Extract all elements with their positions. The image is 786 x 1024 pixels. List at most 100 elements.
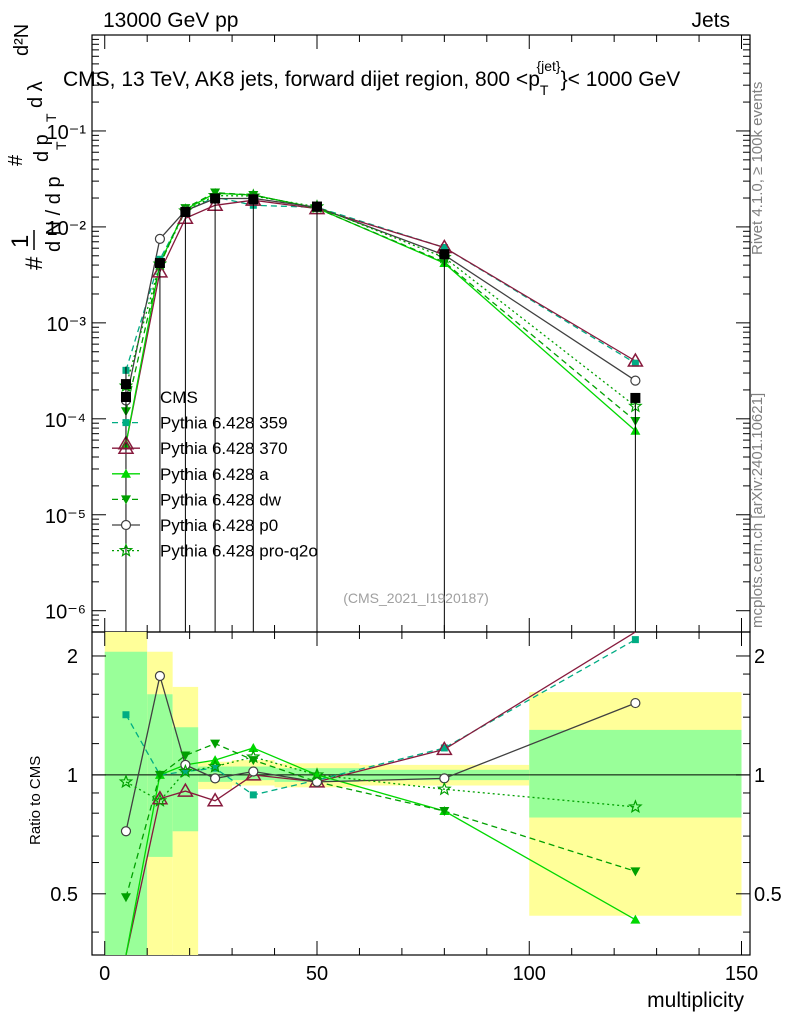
legend-marker-0: [122, 419, 130, 427]
ratio-point-series-1: [436, 740, 453, 756]
ratio-y-tick-label-right: 1: [754, 765, 765, 787]
main-point-series-3: [210, 188, 221, 198]
ratio-point-series-4: [248, 766, 259, 777]
chart-title: CMS, 13 TeV, AK8 jets, forward dijet reg…: [63, 58, 680, 98]
analysis-id: (CMS_2021_I1920187): [343, 590, 489, 606]
ratio-point-series-5: [309, 767, 325, 782]
data-point: [248, 194, 259, 205]
ratio-point-series-1: [206, 792, 224, 807]
svg-text:T: T: [53, 141, 69, 150]
legend-label-0: Pythia 6.428 359: [160, 414, 288, 433]
svg-text:d p: d p: [31, 134, 53, 162]
ratio-point-series-5: [628, 799, 643, 814]
ratio-point-series-0: [631, 636, 639, 644]
ratio-point-series-4: [210, 773, 221, 784]
title-sup: {jet}: [536, 58, 560, 74]
data-point: [120, 379, 131, 390]
data-markers: [117, 187, 644, 924]
main-y-tick-label: 10⁻³: [47, 314, 87, 336]
main-line-series-5: [125, 194, 636, 407]
ratio-point-series-0: [122, 711, 130, 719]
main-line-series-0: [125, 196, 636, 371]
x-axis-label: multiplicity: [647, 989, 744, 1012]
data-point: [630, 392, 641, 403]
data-point: [154, 258, 165, 269]
ratio-line-series-5: [125, 756, 636, 808]
ratio-line-series-1: [125, 631, 636, 956]
ratio-y-tick-label-right: 0.5: [754, 884, 782, 906]
ratio-point-series-5: [207, 758, 223, 773]
svg-text:d N / d p: d N / d p: [43, 176, 65, 252]
ratio-point-series-4: [120, 826, 132, 837]
ratio-point-series-3: [180, 751, 191, 761]
ratio-line-series-0: [125, 639, 636, 796]
svg-text:d²N: d²N: [11, 24, 33, 56]
x-tick-label: 100: [513, 963, 546, 985]
ratio-point-series-5: [178, 763, 193, 778]
legend-marker-cms: [121, 392, 131, 402]
x-tick-label: 0: [99, 963, 110, 985]
ratio-point-series-1: [177, 782, 194, 797]
ratio-y-tick-label-right: 2: [754, 646, 765, 668]
ratio-point-series-3: [439, 807, 450, 817]
ratio-uncertainty-bands: [104, 632, 742, 955]
ratio-point-series-0: [249, 791, 257, 799]
title-prefix: CMS, 13 TeV, AK8 jets, forward dijet reg…: [63, 68, 540, 91]
ratio-point-series-4: [439, 773, 450, 784]
header-left: 13000 GeV pp: [103, 9, 238, 32]
legend-marker-5: [118, 542, 134, 557]
ratio-line-series-2: [125, 747, 636, 956]
rivet-label: Rivet 4.1.0, ≥ 100k events: [749, 82, 766, 255]
title-sub: T: [540, 82, 549, 98]
ratio-y-tick-label: 2: [67, 646, 78, 668]
svg-text:T: T: [43, 113, 59, 122]
ratio-point-series-4: [630, 697, 641, 709]
ratio-point-series-3: [120, 893, 131, 903]
main-line-series-1: [125, 199, 636, 444]
legend: CMS Pythia 6.428 359 Pythia 6.428 370 Pythi…: [112, 388, 318, 561]
x-tick-label: 150: [725, 963, 758, 985]
legend-label-3: Pythia 6.428 dw: [160, 490, 282, 509]
data-point: [210, 193, 221, 204]
main-y-tick-label: 10⁻⁴: [45, 410, 86, 432]
main-y-tick-label: 10⁻⁵: [45, 506, 86, 528]
ratio-band-inner: [529, 729, 742, 818]
data-point: [311, 201, 322, 212]
svg-text:1: 1: [7, 235, 34, 248]
legend-label-5: Pythia 6.428 pro-q2o: [160, 542, 318, 561]
ratio-point-series-2: [630, 914, 641, 924]
main-line-series-4: [125, 197, 636, 401]
ratio-band-inner: [104, 651, 148, 955]
legend-label-2: Pythia 6.428 a: [160, 465, 269, 484]
main-point-series-4: [154, 233, 166, 244]
ratio-point-series-2: [248, 742, 259, 752]
ratio-band-inner: [172, 727, 199, 832]
ratio-point-series-0: [440, 744, 448, 752]
x-tick-label: 50: [306, 963, 328, 985]
ratio-point-series-0: [211, 764, 219, 772]
main-point-series-0: [440, 244, 448, 252]
ratio-point-series-4: [154, 670, 166, 682]
main-y-tick-label: 10⁻¹: [47, 122, 87, 144]
mcplots-label: mcplots.cern.ch [arXiv:2401.10621]: [749, 393, 766, 628]
ratio-plot-frame: [91, 631, 751, 956]
ratio-point-series-5: [118, 774, 134, 789]
svg-text:d λ: d λ: [25, 81, 47, 108]
svg-text:#: #: [21, 256, 48, 270]
ratio-point-series-5: [437, 781, 452, 796]
main-point-series-0: [631, 359, 639, 367]
title-suffix: }< 1000 GeV: [561, 68, 681, 91]
data-point: [180, 206, 191, 217]
legend-marker-2: [121, 468, 131, 478]
ratio-line-series-4: [125, 675, 636, 832]
main-point-series-4: [630, 375, 641, 386]
legend-marker-3: [121, 495, 131, 505]
ratio-point-series-3: [630, 867, 641, 877]
ratio-y-label: Ratio to CMS: [27, 756, 44, 845]
ratio-point-series-3: [154, 770, 165, 780]
ratio-point-series-3: [210, 739, 221, 749]
main-point-series-1: [627, 352, 644, 367]
header-right: Jets: [691, 9, 730, 32]
main-y-tick-label: 10⁻⁶: [45, 602, 86, 624]
